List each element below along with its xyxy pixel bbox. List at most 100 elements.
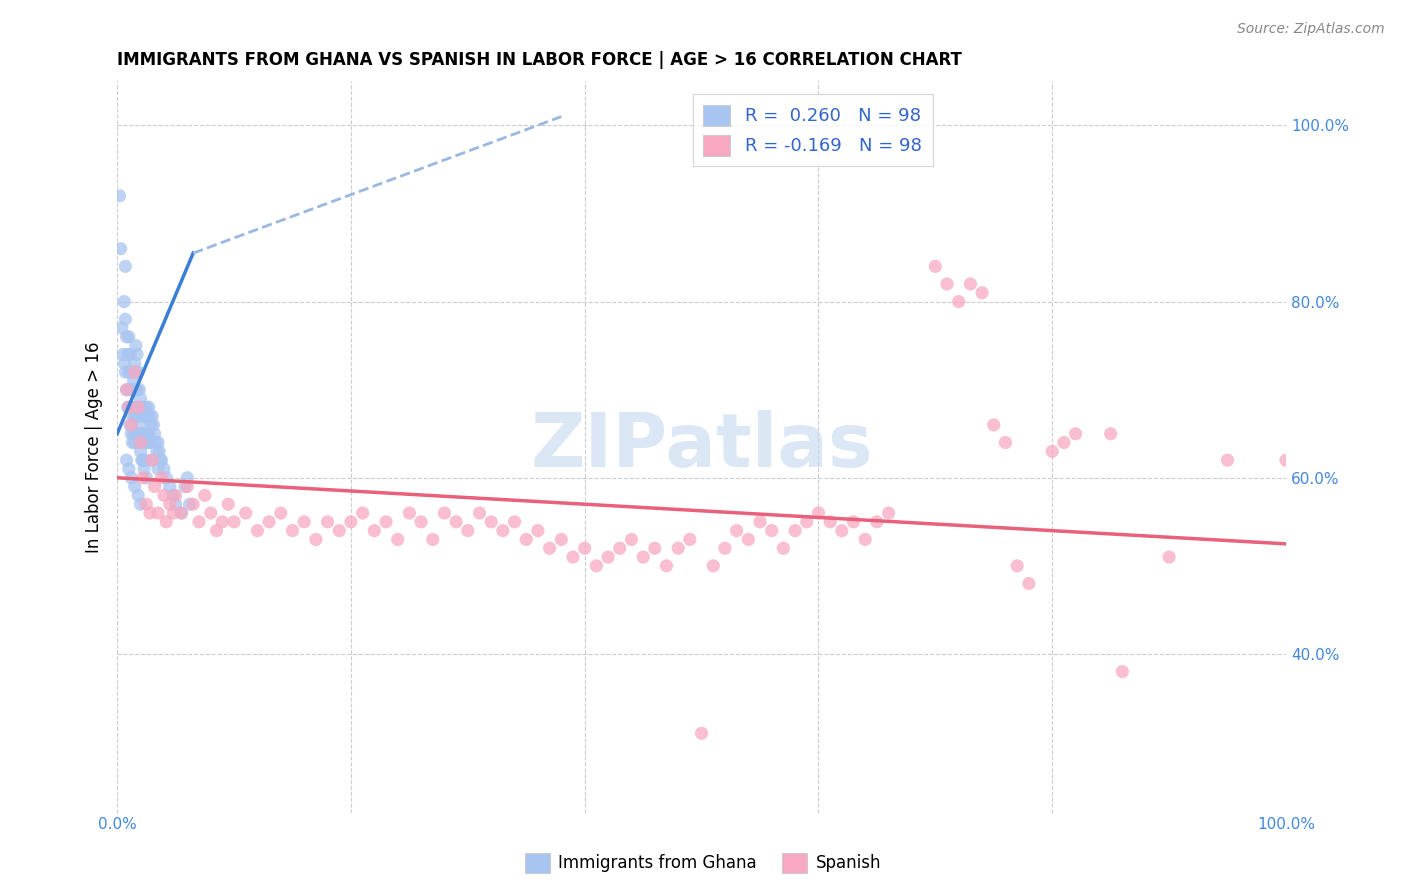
Point [125, 383, 148, 397]
Point [150, 471, 173, 485]
Point [134, 435, 156, 450]
Point [139, 506, 162, 520]
Point [155, 471, 177, 485]
Point [118, 401, 141, 415]
Point [170, 506, 193, 520]
Point [118, 462, 141, 476]
Point [141, 409, 163, 423]
Text: IMMIGRANTS FROM GHANA VS SPANISH IN LABOR FORCE | AGE > 16 CORRELATION CHART: IMMIGRANTS FROM GHANA VS SPANISH IN LABO… [117, 51, 962, 69]
Point [170, 506, 193, 520]
Point [783, 524, 806, 538]
Point [146, 435, 169, 450]
Point [122, 426, 145, 441]
Point [328, 524, 350, 538]
Point [1005, 558, 1028, 573]
Point [112, 356, 135, 370]
Point [574, 541, 596, 556]
Point [139, 417, 162, 432]
Point [131, 401, 153, 415]
Point [866, 515, 889, 529]
Point [115, 453, 138, 467]
Point [150, 453, 173, 467]
Point [134, 409, 156, 423]
Point [127, 426, 149, 441]
Point [409, 515, 432, 529]
Legend: R =  0.260   N = 98, R = -0.169   N = 98: R = 0.260 N = 98, R = -0.169 N = 98 [693, 94, 932, 167]
Point [136, 435, 159, 450]
Point [120, 365, 142, 379]
Point [129, 435, 152, 450]
Point [679, 533, 702, 547]
Point [1053, 435, 1076, 450]
Point [120, 401, 142, 415]
Point [398, 506, 420, 520]
Point [162, 506, 184, 520]
Point [143, 479, 166, 493]
Point [129, 444, 152, 458]
Point [117, 347, 139, 361]
Point [120, 426, 142, 441]
Point [115, 383, 138, 397]
Point [146, 506, 169, 520]
Point [132, 426, 155, 441]
Point [159, 497, 181, 511]
Point [853, 533, 876, 547]
Point [387, 533, 409, 547]
Point [131, 453, 153, 467]
Point [217, 497, 239, 511]
Point [270, 506, 292, 520]
Point [148, 444, 170, 458]
Point [155, 515, 177, 529]
Y-axis label: In Labor Force | Age > 16: In Labor Force | Age > 16 [86, 342, 103, 553]
Point [457, 524, 479, 538]
Point [737, 533, 759, 547]
Point [1216, 453, 1239, 467]
Point [139, 435, 162, 450]
Point [725, 524, 748, 538]
Point [141, 453, 163, 467]
Point [114, 260, 136, 274]
Point [114, 312, 136, 326]
Point [1275, 453, 1298, 467]
Point [145, 435, 167, 450]
Point [142, 417, 165, 432]
Point [749, 515, 772, 529]
Point [1099, 426, 1122, 441]
Point [562, 550, 585, 565]
Point [772, 541, 794, 556]
Point [125, 401, 148, 415]
Point [585, 558, 607, 573]
Point [422, 533, 444, 547]
Point [121, 383, 143, 397]
Point [714, 541, 737, 556]
Point [135, 426, 157, 441]
Point [115, 330, 138, 344]
Point [609, 541, 631, 556]
Point [139, 409, 162, 423]
Point [125, 409, 148, 423]
Point [124, 409, 146, 423]
Point [1040, 444, 1063, 458]
Point [128, 409, 150, 423]
Point [492, 524, 515, 538]
Point [153, 488, 176, 502]
Point [1111, 665, 1133, 679]
Point [444, 515, 467, 529]
Point [281, 524, 304, 538]
Point [129, 417, 152, 432]
Point [842, 515, 865, 529]
Point [159, 479, 181, 493]
Point [125, 347, 148, 361]
Point [1064, 426, 1087, 441]
Point [550, 533, 572, 547]
Point [118, 383, 141, 397]
Point [176, 471, 198, 485]
Point [1157, 550, 1180, 565]
Point [129, 497, 152, 511]
Point [131, 426, 153, 441]
Point [143, 426, 166, 441]
Point [468, 506, 491, 520]
Point [181, 497, 204, 511]
Point [122, 374, 145, 388]
Point [165, 497, 187, 511]
